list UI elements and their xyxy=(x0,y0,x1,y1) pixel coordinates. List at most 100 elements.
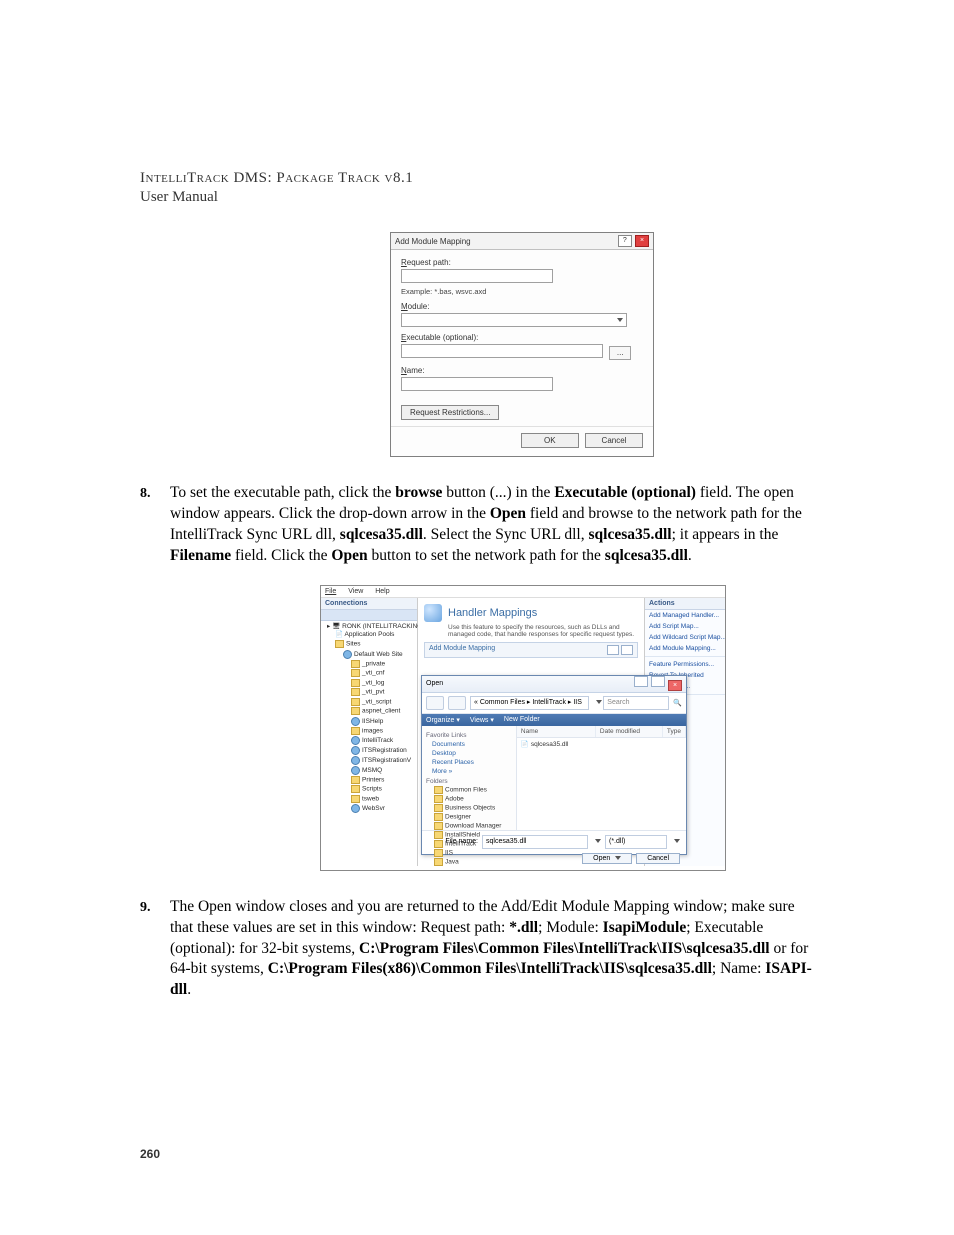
module-label: Module: xyxy=(401,302,643,311)
nav-forward-button[interactable] xyxy=(448,696,466,710)
example-text: Example: *.bas, wsvc.axd xyxy=(401,287,643,296)
step-9: 9. The Open window closes and you are re… xyxy=(140,897,814,1002)
tree-item[interactable]: images xyxy=(323,727,415,736)
action-add-script-map[interactable]: Add Script Map... xyxy=(645,621,725,632)
browse-button[interactable]: ... xyxy=(609,346,631,360)
actions-header: Actions xyxy=(645,598,725,610)
close-icon[interactable]: × xyxy=(635,235,649,247)
tree-default-site[interactable]: Default Web Site xyxy=(323,650,415,660)
new-folder-button[interactable]: New Folder xyxy=(504,716,540,724)
organize-menu[interactable]: Organize ▾ xyxy=(426,716,460,724)
action-feature-permissions[interactable]: Feature Permissions... xyxy=(645,659,725,670)
name-label: Name: xyxy=(401,366,643,375)
folder-item[interactable]: Common Files xyxy=(434,786,512,794)
maximize-icon[interactable] xyxy=(651,676,665,687)
minimize-icon[interactable] xyxy=(634,676,648,687)
step-8-number: 8. xyxy=(140,483,170,567)
dialog-title: Add Module Mapping xyxy=(395,237,471,246)
folder-item[interactable]: Business Objects xyxy=(434,804,512,812)
tree-item[interactable]: ITSRegistrationV xyxy=(323,756,415,766)
filename-input[interactable]: sqlcesa35.dll xyxy=(482,835,588,849)
inner-dialog-controls xyxy=(607,645,633,655)
request-path-input[interactable] xyxy=(401,269,553,283)
tree-item[interactable]: _vti_script xyxy=(323,698,415,707)
connections-toolbar xyxy=(321,610,417,621)
connections-header: Connections xyxy=(321,598,417,610)
page-header-subtitle: User Manual xyxy=(140,189,814,206)
folder-item[interactable]: Designer xyxy=(434,813,512,821)
request-path-label: RRequest path:equest path: xyxy=(401,258,643,267)
page-header-title: IntelliTrack DMS: Package Track v8.1 xyxy=(140,170,814,187)
figure-add-module-mapping: Add Module Mapping ? × RRequest path:equ… xyxy=(390,232,652,457)
action-add-wildcard-script-map[interactable]: Add Wildcard Script Map... xyxy=(645,632,725,643)
tree-item[interactable]: MSMQ xyxy=(323,766,415,776)
action-add-managed-handler[interactable]: Add Managed Handler... xyxy=(645,610,725,621)
close-icon[interactable]: × xyxy=(668,680,682,691)
tree-item[interactable]: IISHelp xyxy=(323,717,415,727)
column-name[interactable]: Name xyxy=(517,726,596,737)
module-select[interactable] xyxy=(401,313,627,327)
open-button[interactable]: Open xyxy=(582,853,632,864)
tree-item[interactable]: WebSvr xyxy=(323,804,415,814)
tree-item[interactable]: aspnet_client xyxy=(323,707,415,716)
request-restrictions-button[interactable]: Request Restrictions... xyxy=(401,405,499,420)
help-icon[interactable]: ? xyxy=(618,235,632,247)
action-add-module-mapping[interactable]: Add Module Mapping... xyxy=(645,643,725,654)
views-menu[interactable]: Views ▾ xyxy=(470,716,494,724)
tree-item[interactable]: Scripts xyxy=(323,785,415,794)
folder-item[interactable]: Download Manager xyxy=(434,822,512,830)
filename-dropdown-icon[interactable] xyxy=(592,838,601,845)
tree-item[interactable]: IntelliTrack xyxy=(323,736,415,746)
handler-mappings-desc: Use this feature to specify the resource… xyxy=(418,624,644,642)
cancel-button[interactable]: Cancel xyxy=(636,853,680,864)
step-9-number: 9. xyxy=(140,897,170,1002)
column-type[interactable]: Type xyxy=(663,726,686,737)
open-dialog-controls: × xyxy=(633,676,682,691)
tree-item[interactable]: tsweb xyxy=(323,795,415,804)
search-icon[interactable]: 🔍 xyxy=(673,699,682,707)
breadcrumb-path[interactable]: « Common Files ▸ IntelliTrack ▸ IIS xyxy=(470,696,589,710)
connections-tree: ▸ 🖥 RONK (INTELLITRACKINC\ronk) 📄 Applic… xyxy=(321,621,417,817)
tree-item[interactable]: ITSRegistration xyxy=(323,746,415,756)
filetype-select[interactable]: (*.dll) xyxy=(605,835,667,849)
tree-item[interactable]: _vti_pvt xyxy=(323,688,415,697)
handler-mappings-icon xyxy=(424,604,442,622)
handler-mappings-title: Handler Mappings xyxy=(448,607,537,619)
folder-item[interactable]: Adobe xyxy=(434,795,512,803)
filename-label: File name: xyxy=(428,838,478,845)
folders-header: Folders xyxy=(426,778,512,785)
nav-back-button[interactable] xyxy=(426,696,444,710)
step-8: 8. To set the executable path, click the… xyxy=(140,483,814,567)
tree-app-pools[interactable]: 📄 Application Pools xyxy=(323,631,415,640)
favorite-link[interactable]: Recent Places xyxy=(432,759,512,766)
window-controls: ? × xyxy=(617,235,649,247)
favorite-link[interactable]: Desktop xyxy=(432,750,512,757)
filetype-dropdown-icon[interactable] xyxy=(671,838,680,845)
open-file-dialog: Open × « Common Files ▸ IntelliTrack ▸ I… xyxy=(421,675,687,855)
cancel-button[interactable]: Cancel xyxy=(585,433,643,448)
tree-sites[interactable]: Sites xyxy=(323,640,415,649)
open-dialog-title: Open xyxy=(426,680,443,687)
favorite-link[interactable]: Documents xyxy=(432,741,512,748)
tree-item[interactable]: Printers xyxy=(323,776,415,785)
search-input[interactable]: Search xyxy=(603,696,669,710)
executable-label: Executable (optional): xyxy=(401,333,643,342)
tree-item[interactable]: _vti_log xyxy=(323,679,415,688)
path-dropdown-icon[interactable] xyxy=(593,699,599,706)
menu-file[interactable]: File xyxy=(325,588,336,595)
tree-item[interactable]: _vti_cnf xyxy=(323,669,415,678)
executable-input[interactable] xyxy=(401,344,603,358)
tree-item[interactable]: _private xyxy=(323,660,415,669)
iis-menu-bar: File View Help xyxy=(321,586,725,598)
menu-help[interactable]: Help xyxy=(375,588,389,595)
favorite-link[interactable]: More » xyxy=(432,768,512,775)
name-input[interactable] xyxy=(401,377,553,391)
favorite-links-header: Favorite Links xyxy=(426,732,512,739)
inner-dialog-title: Add Module Mapping xyxy=(429,645,495,655)
column-date[interactable]: Date modified xyxy=(596,726,663,737)
menu-view[interactable]: View xyxy=(348,588,363,595)
file-item[interactable]: 📄 sqlcesa35.dll xyxy=(517,738,686,750)
ok-button[interactable]: OK xyxy=(521,433,579,448)
page-number: 260 xyxy=(140,1147,160,1161)
figure-iis-open-dialog: File View Help Connections ▸ 🖥 RONK (INT… xyxy=(320,585,724,871)
